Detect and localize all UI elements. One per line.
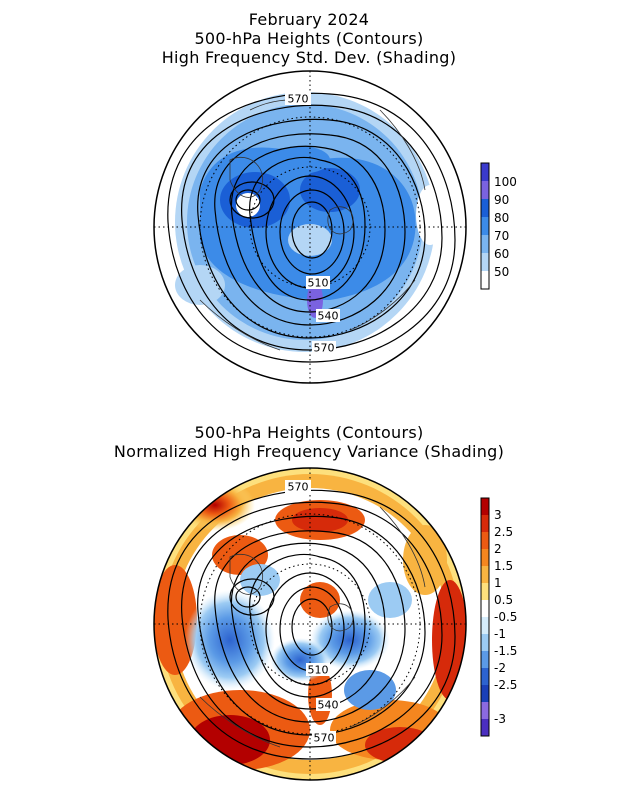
bottom-colorbar-label: 1 [494,576,502,590]
bottom-colorbar-swatch [481,600,489,617]
bottom-colorbar-swatch [481,617,489,634]
bottom-title-line-1: 500-hPa Heights (Contours) [194,423,424,442]
bottom-colorbar: 3 2.5 2 1.5 1 0.5 -0.5 -1 -1.5 -2 -2.5 -… [480,497,517,737]
top-colorbar-swatch [481,181,489,199]
bottom-colorbar-swatch [481,719,489,736]
bottom-contour-label-510: 510 [308,664,329,677]
bottom-title: 500-hPa Heights (Contours) Normalized Hi… [0,423,618,461]
bottom-colorbar-swatch [481,702,489,719]
top-contour-labels: 570 510 540 570 [285,92,340,355]
bottom-map: 570 510 540 570 [153,467,467,781]
top-latlon-grid [154,71,466,383]
top-colorbar-label: 50 [494,265,509,279]
top-title-line-2: 500-hPa Heights (Contours) [194,29,424,48]
top-colorbar-label: 100 [494,175,517,189]
top-colorbar-swatch [481,199,489,217]
bottom-colorbar-label: -2 [494,661,506,675]
bottom-colorbar-swatch [481,498,489,515]
bottom-colorbar-label: -1.5 [494,644,517,658]
top-colorbar-label: 90 [494,193,509,207]
top-colorbar-swatch [481,217,489,235]
bottom-colorbar-label: 3 [494,508,502,522]
bottom-coastlines [199,506,426,748]
bottom-colorbar-label: 2 [494,542,502,556]
bottom-contour-labels: 570 510 540 570 [285,480,340,745]
bottom-colorbar-swatch [481,515,489,532]
top-colorbar-label: 70 [494,229,509,243]
bottom-colorbar-swatch [481,668,489,685]
top-contour-label-570-north: 570 [288,93,309,106]
bottom-colorbar-swatch [481,549,489,566]
bottom-colorbar-label: 1.5 [494,559,513,573]
bottom-colorbar-swatch [481,566,489,583]
bottom-colorbar-swatch [481,685,489,702]
bottom-colorbar-label: 2.5 [494,525,513,539]
bottom-colorbar-swatch [481,583,489,600]
top-title-line-3: High Frequency Std. Dev. (Shading) [161,48,457,67]
top-colorbar: 100 90 80 70 60 50 [480,162,517,290]
bottom-contour-label-540: 540 [318,699,339,712]
bottom-colorbar-label: -2.5 [494,678,517,692]
top-contour-label-540: 540 [318,310,339,323]
bottom-colorbar-swatch [481,634,489,651]
bottom-colorbar-label: -1 [494,627,506,641]
bottom-colorbar-label: -3 [494,712,506,726]
bottom-height-contours [167,489,456,760]
bottom-colorbar-swatch [481,651,489,668]
bottom-contour-label-570-south: 570 [314,732,335,745]
top-map: 570 510 540 570 [153,70,467,384]
top-colorbar-label: 80 [494,211,509,225]
top-title: February 2024 500-hPa Heights (Contours)… [0,10,618,67]
top-title-line-1: February 2024 [248,10,370,29]
top-colorbar-swatch [481,163,489,181]
bottom-latlon-grid [154,468,466,780]
top-map-boundary [153,70,467,384]
top-colorbar-swatch [481,253,489,271]
top-contour-label-570-south: 570 [314,342,335,355]
top-colorbar-label: 60 [494,247,509,261]
bottom-map-boundary [153,467,467,781]
bottom-colorbar-label: 0.5 [494,593,513,607]
bottom-colorbar-swatch [481,532,489,549]
bottom-colorbar-label: -0.5 [494,610,517,624]
bottom-title-line-2: Normalized High Frequency Variance (Shad… [113,442,505,461]
top-colorbar-swatch [481,235,489,253]
top-colorbar-swatch [481,271,489,289]
bottom-contour-label-570-north: 570 [288,481,309,494]
top-contour-label-510: 510 [308,277,329,290]
